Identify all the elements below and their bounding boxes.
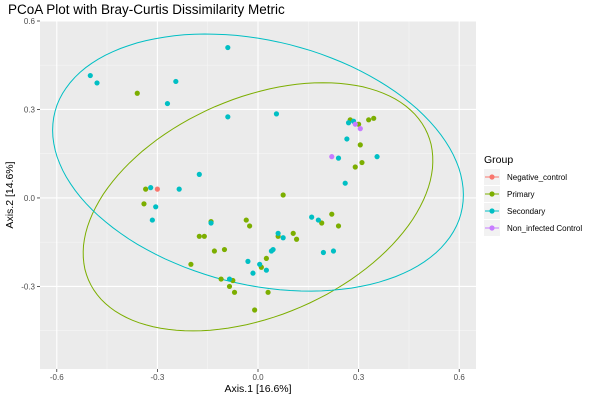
- point-primary: [243, 217, 249, 223]
- y-axis-title: Axis.2 [14.6%]: [4, 161, 16, 228]
- point-secondary: [330, 248, 337, 254]
- point-secondary: [320, 249, 326, 256]
- point-secondary: [280, 235, 286, 241]
- point-primary: [231, 289, 238, 295]
- y-tick-label: 0.3: [24, 105, 36, 114]
- point-secondary: [208, 220, 214, 226]
- legend: Negative_control Primary Secondary Non_infe…: [484, 169, 582, 236]
- point-secondary: [196, 171, 202, 177]
- point-secondary: [374, 154, 380, 160]
- point-secondary: [309, 214, 315, 220]
- point-secondary: [270, 246, 276, 253]
- point-primary: [366, 117, 372, 123]
- point-primary: [196, 233, 202, 239]
- point-secondary: [250, 270, 256, 276]
- ellipse-secondary: [52, 33, 464, 292]
- legend-label-secondary: Secondary: [507, 207, 545, 216]
- y-tick-label: 0.0: [24, 194, 36, 203]
- point-secondary: [149, 217, 155, 223]
- point-primary: [211, 248, 217, 254]
- point-primary: [352, 164, 358, 170]
- point-secondary: [273, 111, 280, 117]
- legend-label-primary: Primary: [507, 190, 535, 199]
- x-tick-label: 0.0: [252, 373, 264, 382]
- point-secondary: [173, 78, 179, 85]
- point-primary: [252, 307, 258, 313]
- point-secondary: [345, 120, 352, 126]
- point-primary: [221, 246, 228, 253]
- y-tick-label: -0.3: [21, 282, 35, 291]
- point-non-infected-control: [329, 154, 335, 160]
- confidence-ellipses: [52, 33, 464, 332]
- point-secondary: [342, 180, 348, 186]
- point-primary: [218, 276, 224, 282]
- point-secondary: [176, 186, 182, 192]
- point-secondary: [245, 258, 251, 264]
- legend-key-point-secondary: [489, 208, 495, 214]
- point-primary: [141, 201, 147, 207]
- x-tick-label: -0.3: [150, 373, 164, 382]
- point-non-infected-control: [357, 126, 363, 132]
- legend-key-point-negative-control: [489, 174, 495, 180]
- point-primary: [247, 223, 253, 229]
- point-primary: [265, 289, 271, 295]
- point-secondary: [225, 44, 231, 51]
- x-tick-label: -0.6: [50, 373, 64, 382]
- point-primary: [293, 236, 300, 242]
- chart-title: PCoA Plot with Bray-Curtis Dissimilarity…: [8, 2, 285, 17]
- y-axis-ticks: -0.3 0.0 0.3 0.6: [21, 17, 40, 291]
- point-primary: [290, 230, 296, 236]
- point-secondary: [315, 217, 321, 223]
- x-axis-title: Axis.1 [16.6%]: [224, 383, 291, 395]
- point-primary: [226, 283, 233, 290]
- point-secondary: [257, 261, 263, 267]
- point-primary: [357, 142, 363, 148]
- point-primary: [134, 90, 140, 96]
- point-primary: [335, 223, 342, 229]
- point-primary: [359, 159, 365, 166]
- data-points: [87, 44, 380, 313]
- x-axis-ticks: -0.6 -0.3 0.0 0.3 0.6: [50, 369, 465, 382]
- point-secondary: [226, 276, 233, 282]
- point-non-infected-control: [352, 121, 358, 127]
- point-primary: [280, 192, 286, 198]
- legend-key-point-non-infected-control: [489, 225, 495, 231]
- legend-key-point-primary: [489, 191, 495, 197]
- point-secondary: [335, 155, 342, 161]
- x-tick-label: 0.3: [353, 373, 365, 382]
- point-secondary: [164, 100, 171, 107]
- point-primary: [319, 220, 325, 226]
- point-primary: [329, 211, 335, 217]
- point-primary: [143, 186, 149, 192]
- legend-label-non-infected-control: Non_infected Control: [507, 224, 582, 233]
- y-tick-label: 0.6: [24, 17, 36, 26]
- point-secondary: [153, 204, 159, 210]
- point-secondary: [87, 72, 93, 79]
- point-secondary: [94, 80, 100, 86]
- point-secondary: [344, 136, 350, 142]
- legend-title: Group: [484, 154, 513, 166]
- point-negative-control: [154, 186, 160, 192]
- point-secondary: [275, 230, 281, 236]
- major-gridlines: [40, 20, 476, 369]
- point-secondary: [148, 185, 154, 191]
- point-secondary: [263, 267, 269, 273]
- point-primary: [188, 261, 194, 267]
- point-primary: [263, 255, 269, 262]
- point-primary: [371, 115, 377, 121]
- x-tick-label: 0.6: [454, 373, 466, 382]
- ellipse-primary: [82, 82, 434, 332]
- point-secondary: [225, 114, 231, 120]
- legend-label-negative-control: Negative_control: [507, 173, 567, 182]
- point-primary: [201, 233, 207, 239]
